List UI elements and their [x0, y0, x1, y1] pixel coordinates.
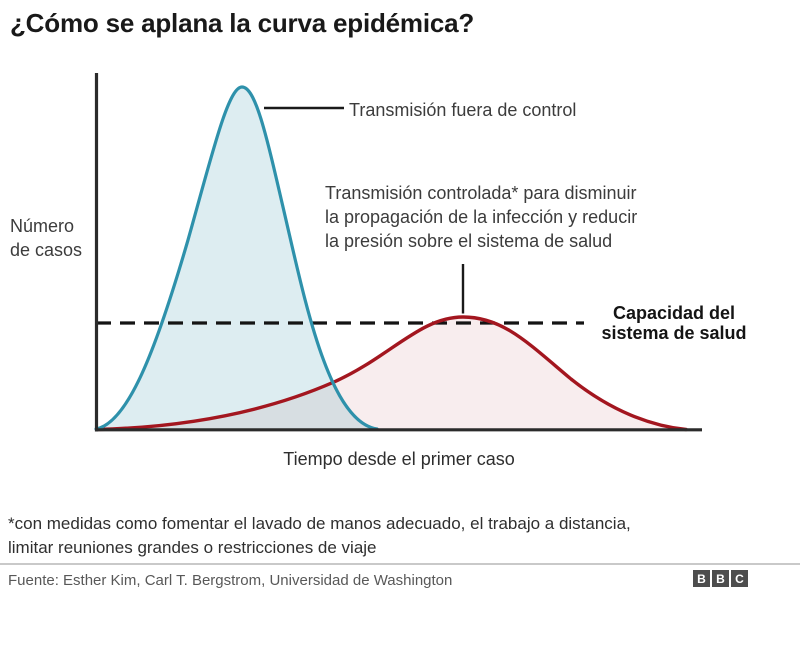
epidemic-curve-chart: Número de casos Transmisión fuera de con… — [10, 73, 747, 469]
footer: Fuente: Esther Kim, Carl T. Bergstrom, U… — [0, 563, 800, 589]
controlled-curve-line — [95, 315, 688, 432]
bbc-logo-letter: B — [693, 570, 710, 587]
controlled-curve-label: Transmisión controlada* para disminuir l… — [325, 183, 638, 251]
uncontrolled-curve-area — [96, 87, 377, 429]
controlled-curve-area — [97, 317, 686, 430]
capacity-label: Capacidad del sistema de salud — [601, 303, 747, 343]
uncontrolled-curve-label: Transmisión fuera de control — [349, 100, 577, 120]
source-attribution: Fuente: Esther Kim, Carl T. Bergstrom, U… — [8, 572, 453, 589]
bbc-logo-letter: C — [731, 570, 748, 587]
chart-canvas — [94, 73, 702, 432]
y-axis-label: Número de casos — [10, 216, 83, 260]
footnote: *con medidas como fomentar el lavado de … — [8, 514, 631, 557]
page-title: ¿Cómo se aplana la curva epidémica? — [10, 8, 475, 38]
bbc-logo: B B C — [693, 570, 748, 587]
uncontrolled-curve-line — [94, 85, 379, 431]
bbc-logo-letter: B — [712, 570, 729, 587]
x-axis-label: Tiempo desde el primer caso — [283, 449, 515, 469]
